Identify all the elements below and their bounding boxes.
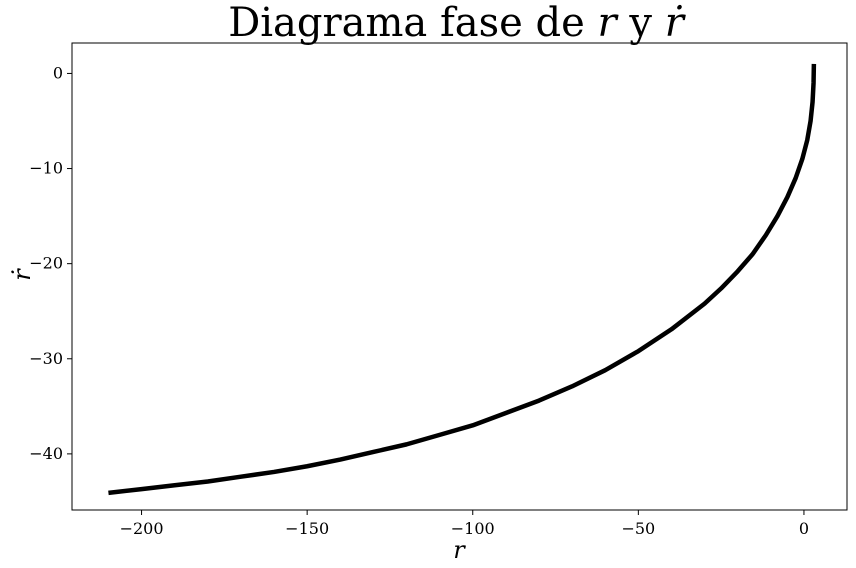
x-tick-label: −150 [285,519,329,538]
y-tick-label: 0 [53,63,63,82]
title-conjunction: y [617,0,665,46]
y-axis-ticks: 0 −10 −20 −30 −40 [29,63,72,463]
title-var-rdot: ṙ [665,0,687,46]
y-tick-label: −40 [29,444,63,463]
x-tick-label: −100 [451,519,495,538]
title-var-r: r [598,0,620,46]
y-tick-label: −30 [29,349,63,368]
x-axis-label: r [453,536,466,564]
y-axis-label: ṙ [8,268,36,281]
title-text: Diagrama fase de [228,0,597,46]
x-tick-label: −50 [621,519,655,538]
series-line-0 [108,63,817,496]
x-axis-ticks: −200 −150 −100 −50 0 [120,510,809,538]
chart-title: Diagrama fase de r y ṙ [228,0,687,46]
y-tick-label: −10 [29,159,63,178]
x-tick-label: 0 [799,519,809,538]
y-tick-label: −20 [29,254,63,273]
x-tick-label: −200 [120,519,164,538]
plot-area [108,63,817,496]
axes-frame [71,42,848,511]
